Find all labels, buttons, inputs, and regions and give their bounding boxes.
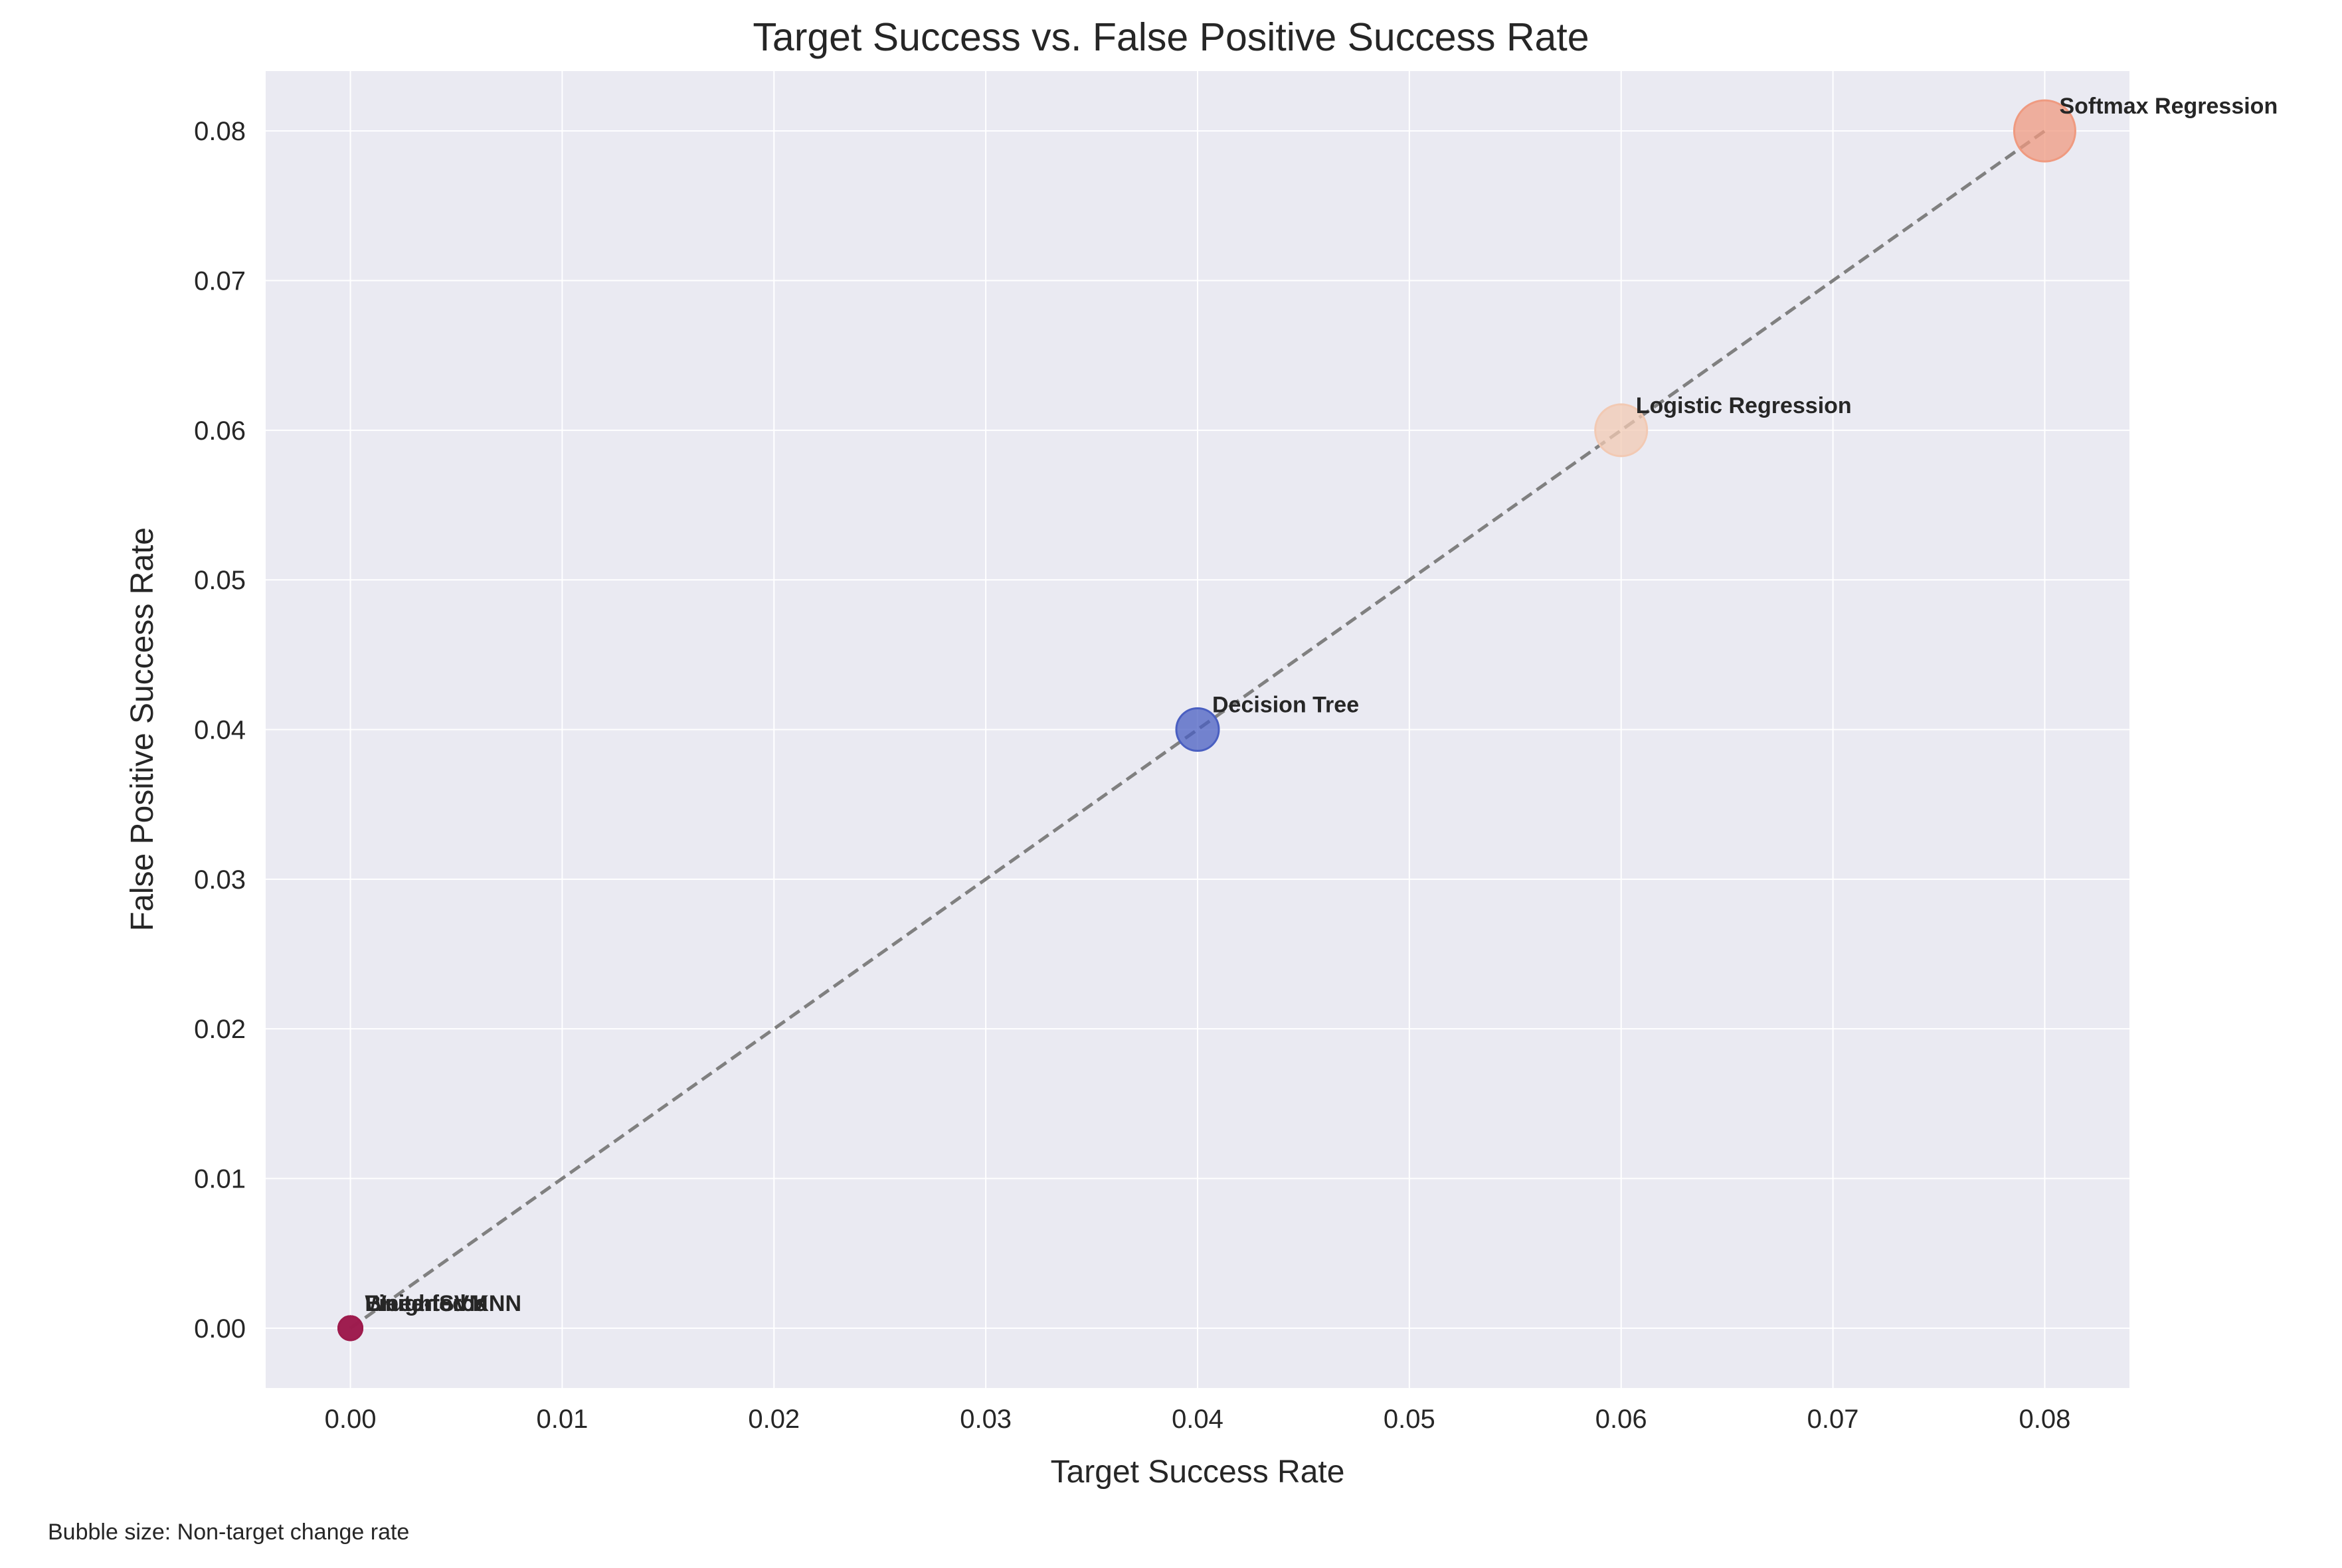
y-tick-label: 0.00 xyxy=(194,1314,246,1344)
y-tick-label: 0.05 xyxy=(194,566,246,595)
x-tick-label: 0.01 xyxy=(536,1405,588,1434)
y-tick-label: 0.04 xyxy=(194,716,246,745)
diagonal-reference-line xyxy=(349,130,2046,1330)
tick-labels: 0.00 0.01 0.02 0.03 0.04 0.05 0.06 0.07 0.08 0.00… xyxy=(194,117,2070,1434)
x-tick-label: 0.04 xyxy=(1172,1405,1223,1434)
bubble-size-footnote: Bubble size: Non-target change rate xyxy=(48,1520,409,1545)
y-tick-label: 0.08 xyxy=(194,117,246,146)
data-point xyxy=(1594,403,1649,458)
y-tick-label: 0.03 xyxy=(194,865,246,895)
point-label: Logistic Regression xyxy=(1636,393,1852,418)
x-tick-label: 0.08 xyxy=(2019,1405,2071,1434)
point-label: Decision Tree xyxy=(1212,693,1359,718)
x-tick-label: 0.00 xyxy=(325,1405,377,1434)
point-label: Softmax Regression xyxy=(2059,94,2278,119)
x-tick-label: 0.07 xyxy=(1807,1405,1859,1434)
point-label: Brute-force xyxy=(365,1291,487,1316)
data-point xyxy=(1175,707,1220,752)
x-tick-label: 0.03 xyxy=(960,1405,1012,1434)
data-point xyxy=(2013,99,2076,163)
y-tick-label: 0.02 xyxy=(194,1015,246,1044)
x-tick-label: 0.06 xyxy=(1595,1405,1647,1434)
x-axis-label: Target Success Rate xyxy=(1051,1454,1345,1490)
x-tick-label: 0.02 xyxy=(748,1405,800,1434)
y-tick-label: 0.01 xyxy=(194,1165,246,1194)
y-axis-label: False Positive Success Rate xyxy=(125,527,160,931)
y-tick-label: 0.06 xyxy=(194,416,246,446)
data-point xyxy=(337,1315,364,1342)
point-label: Linear SVM xyxy=(365,1291,488,1316)
point-label: Weighted KNN xyxy=(365,1291,521,1316)
chart-title: Target Success vs. False Positive Succes… xyxy=(753,15,1589,59)
x-tick-label: 0.05 xyxy=(1384,1405,1435,1434)
y-tick-label: 0.07 xyxy=(194,266,246,296)
